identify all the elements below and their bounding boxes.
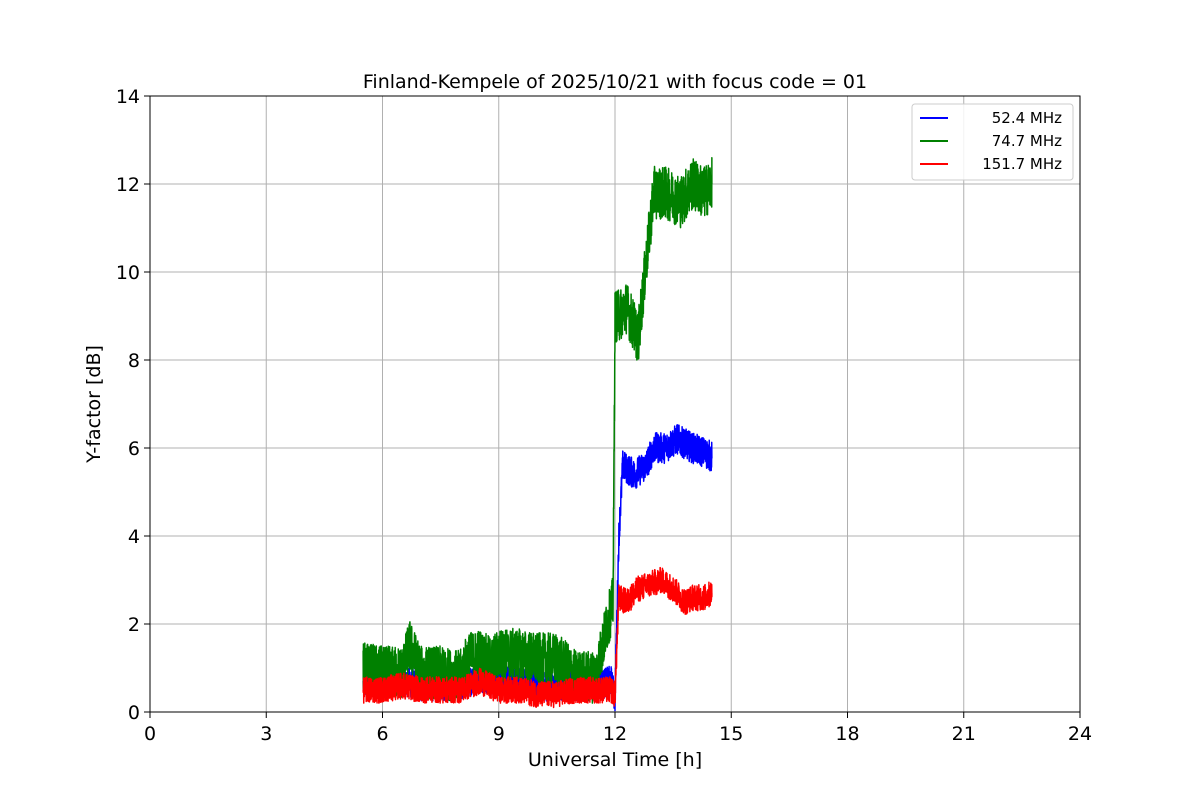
x-tick-label: 18 — [835, 723, 859, 745]
y-tick-label: 4 — [128, 526, 140, 548]
x-tick-label: 24 — [1068, 723, 1092, 745]
y-tick-label: 6 — [128, 438, 140, 460]
x-tick-label: 21 — [952, 723, 976, 745]
x-tick-label: 6 — [376, 723, 388, 745]
series-line-151-7-mhz — [362, 566, 713, 709]
x-axis: 0 3 6 9 12 15 18 21 24 — [144, 712, 1092, 745]
legend-box — [911, 103, 1074, 181]
legend: 52.4 MHz 74.7 MHz 151.7 MHz — [911, 103, 1074, 181]
legend-label: 52.4 MHz — [992, 109, 1062, 127]
y-tick-label: 14 — [116, 86, 140, 108]
series-layer — [362, 156, 713, 712]
y-tick-label: 10 — [116, 262, 140, 284]
y-axis-label: Y-factor [dB] — [83, 345, 105, 464]
y-tick-label: 12 — [116, 174, 140, 196]
x-tick-label: 12 — [603, 723, 627, 745]
y-tick-label: 8 — [128, 350, 140, 372]
x-tick-label: 0 — [144, 723, 156, 745]
y-axis: 0 2 4 6 8 10 12 14 — [116, 86, 150, 724]
legend-label: 74.7 MHz — [992, 132, 1062, 150]
y-tick-label: 2 — [128, 614, 140, 636]
x-tick-label: 15 — [719, 723, 743, 745]
legend-label: 151.7 MHz — [982, 155, 1062, 173]
series-line-74-7-mhz — [362, 156, 713, 704]
y-tick-label: 0 — [128, 702, 140, 724]
x-axis-label: Universal Time [h] — [528, 749, 702, 771]
chart-title: Finland-Kempele of 2025/10/21 with focus… — [363, 71, 867, 93]
x-tick-label: 9 — [493, 723, 505, 745]
x-tick-label: 3 — [260, 723, 272, 745]
